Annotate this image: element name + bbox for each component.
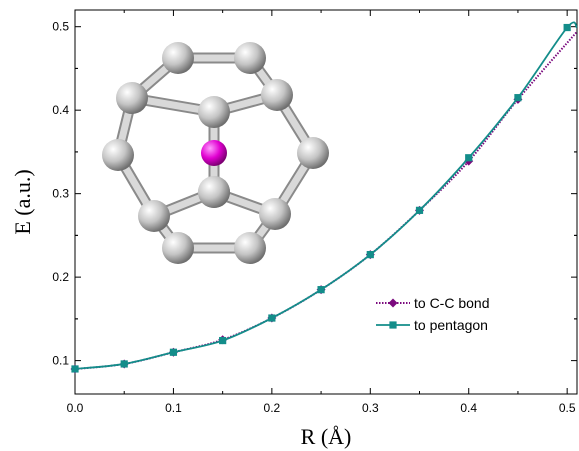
data-point [169, 348, 178, 356]
x-tick-label: 0.5 [559, 401, 576, 415]
legend-marker [389, 321, 397, 329]
carbon-atom [297, 137, 329, 169]
y-tick-label: 0.1 [52, 354, 69, 368]
data-point [563, 23, 571, 32]
x-tick-label: 0.0 [67, 401, 84, 415]
carbon-atom [162, 42, 194, 74]
carbon-atom [198, 176, 230, 208]
legend-label-pentagon: to pentagon [414, 317, 488, 333]
series-pentagon [71, 21, 578, 373]
legend-marker-cc-bond [388, 298, 398, 308]
data-point [366, 250, 374, 259]
data-point [268, 314, 276, 322]
center-atom [201, 140, 227, 166]
data-point [219, 336, 227, 345]
legend-entry-pentagon: to pentagon [376, 317, 488, 333]
y-tick-label: 0.5 [52, 20, 69, 34]
carbon-atom [234, 232, 266, 264]
carbon-atom [259, 198, 291, 230]
data-point [415, 206, 424, 214]
series-line [74, 21, 578, 370]
data-point [71, 365, 79, 373]
x-tick-label: 0.2 [264, 401, 281, 415]
axis-ticks [74, 10, 577, 394]
x-tick-label: 0.4 [460, 401, 477, 415]
legend-label-cc-bond: to C-C bond [414, 295, 489, 311]
carbon-atom [261, 79, 293, 111]
y-tick-label: 0.2 [52, 270, 69, 284]
series-layer [70, 21, 578, 374]
carbon-atom [198, 96, 230, 128]
molecule-atoms [102, 42, 329, 264]
plot-frame [74, 9, 578, 395]
data-point [514, 94, 522, 102]
legend-entry-cc-bond: to C-C bond [376, 295, 489, 311]
x-tick-labels: 0.0 0.1 0.2 0.3 0.4 0.5 [67, 401, 576, 415]
legend-marker [388, 298, 398, 308]
molecule-inset [102, 42, 329, 264]
x-tick-label: 0.3 [362, 401, 379, 415]
data-point [120, 360, 128, 368]
legend-marker-pentagon [389, 321, 397, 329]
carbon-atom [102, 139, 134, 171]
carbon-atom [116, 82, 148, 114]
data-point [317, 286, 325, 294]
y-axis-title: E (a.u.) [10, 169, 35, 234]
y-tick-labels: 0.1 0.2 0.3 0.4 0.5 [52, 20, 69, 368]
carbon-atom [162, 232, 194, 264]
carbon-atom [138, 200, 170, 232]
y-tick-label: 0.4 [52, 103, 69, 117]
x-tick-label: 0.1 [165, 401, 182, 415]
legend: to C-C bond to pentagon [376, 295, 489, 333]
y-tick-label: 0.3 [52, 187, 69, 201]
carbon-atom [234, 42, 266, 74]
x-axis-title: R (Å) [301, 424, 352, 449]
data-point [465, 154, 473, 162]
